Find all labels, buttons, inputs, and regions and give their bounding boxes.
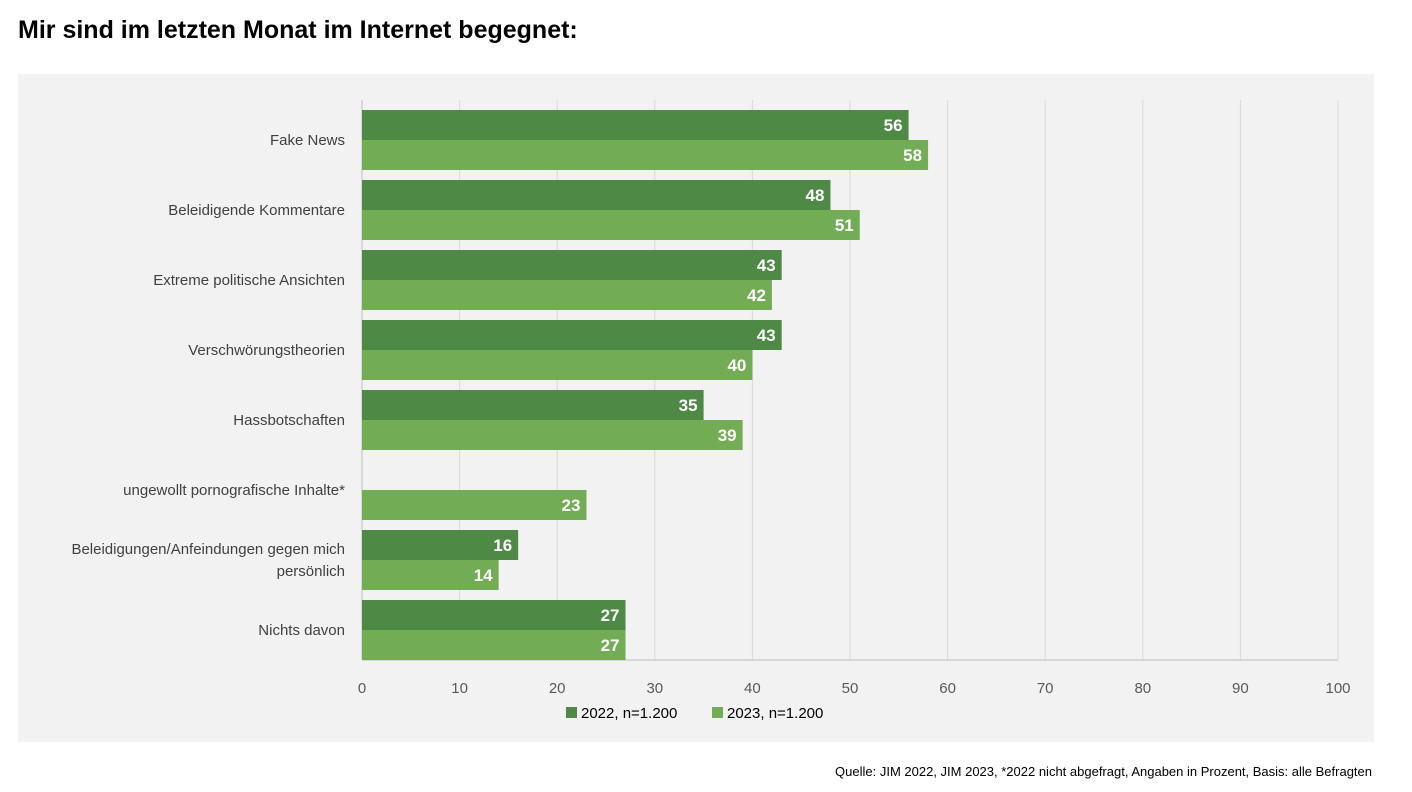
data-label: 35 xyxy=(679,396,698,415)
x-tick-label: 80 xyxy=(1134,680,1151,697)
bar-2023 xyxy=(362,560,499,590)
x-tick-label: 20 xyxy=(549,680,566,697)
data-label: 56 xyxy=(884,116,903,135)
bar-2022 xyxy=(362,180,831,210)
data-label: 14 xyxy=(474,566,493,585)
category-label: Verschwörungstheorien xyxy=(188,342,345,359)
bar-2023 xyxy=(362,420,743,450)
x-tick-label: 100 xyxy=(1325,680,1350,697)
legend-swatch-2023 xyxy=(712,707,723,718)
category-label: Beleidigende Kommentare xyxy=(168,202,345,219)
data-label: 40 xyxy=(727,356,746,375)
category-label: Hassbotschaften xyxy=(233,412,345,429)
bar-2022 xyxy=(362,390,704,420)
bar-2022 xyxy=(362,600,626,630)
source-note: Quelle: JIM 2022, JIM 2023, *2022 nicht … xyxy=(835,764,1372,779)
category-label: Nichts davon xyxy=(258,622,345,639)
bar-2022 xyxy=(362,320,782,350)
category-label: ungewollt pornografische Inhalte* xyxy=(123,482,345,499)
category-label: Fake News xyxy=(270,132,345,149)
category-label: persönlich xyxy=(277,563,345,580)
bar-2023 xyxy=(362,140,929,170)
x-tick-label: 30 xyxy=(646,680,663,697)
data-label: 48 xyxy=(806,186,825,205)
x-tick-label: 50 xyxy=(842,680,859,697)
legend-label: 2023, n=1.200 xyxy=(727,705,823,722)
legend-label: 2022, n=1.200 xyxy=(581,705,677,722)
bar-2023 xyxy=(362,210,860,240)
x-tick-label: 40 xyxy=(744,680,761,697)
bar-2023 xyxy=(362,630,626,660)
data-label: 16 xyxy=(493,536,512,555)
x-tick-label: 70 xyxy=(1037,680,1054,697)
category-label: Extreme politische Ansichten xyxy=(153,272,345,289)
bar-2022 xyxy=(362,110,909,140)
data-label: 42 xyxy=(747,286,766,305)
bar-2023 xyxy=(362,490,587,520)
data-label: 51 xyxy=(835,216,854,235)
data-label: 27 xyxy=(601,636,620,655)
category-label: Beleidigungen/Anfeindungen gegen mich xyxy=(71,541,345,558)
data-label: 39 xyxy=(718,426,737,445)
data-label: 43 xyxy=(757,326,776,345)
data-label: 23 xyxy=(562,496,581,515)
bar-2023 xyxy=(362,350,753,380)
legend-swatch-2022 xyxy=(566,707,577,718)
x-tick-label: 90 xyxy=(1232,680,1249,697)
data-label: 43 xyxy=(757,256,776,275)
bar-2022 xyxy=(362,250,782,280)
data-label: 27 xyxy=(601,606,620,625)
data-label: 58 xyxy=(903,146,922,165)
x-tick-label: 60 xyxy=(939,680,956,697)
chart-title: Mir sind im letzten Monat im Internet be… xyxy=(18,16,578,44)
bar-2023 xyxy=(362,280,772,310)
x-tick-label: 0 xyxy=(358,680,366,697)
x-tick-label: 10 xyxy=(451,680,468,697)
bar-2022 xyxy=(362,530,519,560)
